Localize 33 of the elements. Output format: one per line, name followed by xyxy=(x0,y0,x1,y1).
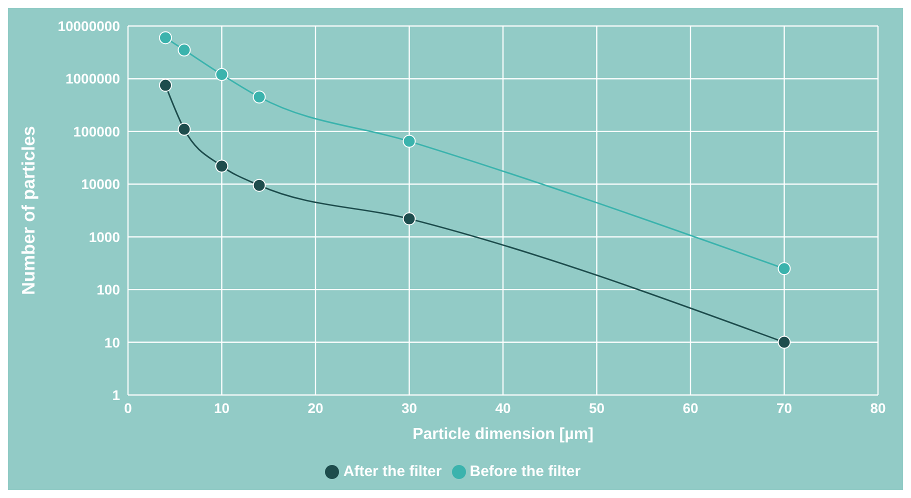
x-tick-label: 60 xyxy=(682,400,698,416)
x-tick-label: 30 xyxy=(401,400,418,416)
point xyxy=(252,90,266,104)
point xyxy=(402,134,416,148)
y-axis-title: Number of particles xyxy=(18,126,38,296)
y-tick-label: 1000000 xyxy=(65,70,120,87)
y-tick-label: 10000 xyxy=(81,176,120,192)
point xyxy=(178,44,191,57)
x-tick-label: 70 xyxy=(776,400,792,416)
point xyxy=(778,336,791,349)
x-tick-label: 50 xyxy=(588,400,605,416)
legend-label: After the filter xyxy=(343,463,442,480)
y-tick-label: 10000000 xyxy=(58,18,120,34)
x-tick-label: 40 xyxy=(495,400,511,416)
x-tick-label: 20 xyxy=(308,400,324,416)
x-tick-label: 10 xyxy=(214,400,230,416)
point xyxy=(215,68,228,82)
y-tick-label: 10 xyxy=(104,334,120,350)
x-tick-label: 0 xyxy=(124,400,132,416)
point xyxy=(778,262,791,276)
y-tick-label: 1 xyxy=(112,386,120,403)
y-tick-label: 100 xyxy=(96,282,120,298)
point xyxy=(178,122,191,136)
x-axis-title: Particle dimension [µm] xyxy=(412,426,594,443)
x-tick-label: 80 xyxy=(870,400,886,416)
point xyxy=(159,31,172,44)
point xyxy=(252,178,266,192)
point xyxy=(402,212,416,226)
point xyxy=(215,160,228,173)
y-tick-label: 1000 xyxy=(88,228,120,245)
legend-label: Before the filter xyxy=(470,463,581,480)
y-tick-label: 100000 xyxy=(73,123,120,140)
point xyxy=(159,78,172,92)
